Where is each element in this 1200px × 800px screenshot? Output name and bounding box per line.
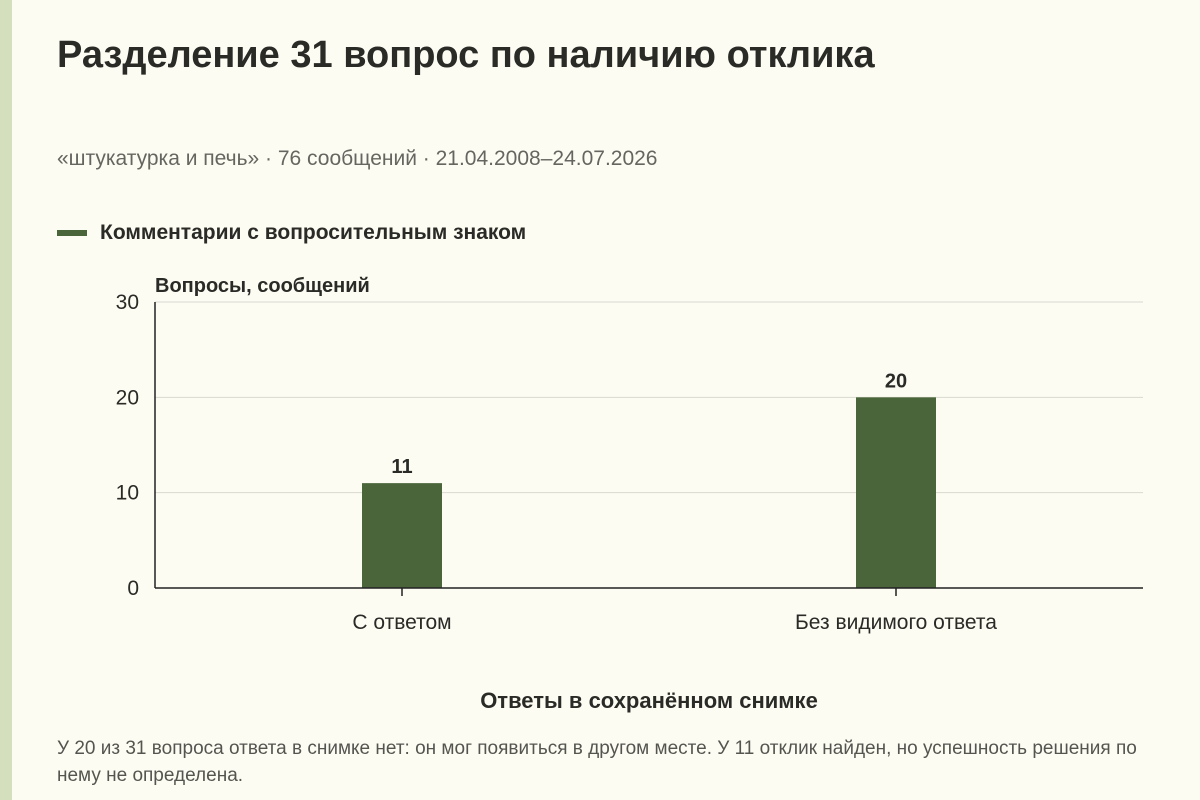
y-tick-labels: 0 10 20 30 xyxy=(116,291,139,600)
y-axis-title: Вопросы, сообщений xyxy=(155,275,370,297)
page-title: Разделение 31 вопрос по наличию отклика xyxy=(57,34,875,76)
y-tick-label: 30 xyxy=(116,291,139,314)
bar xyxy=(362,483,442,588)
page-subtitle: «штукатурка и печь» · 76 сообщений · 21.… xyxy=(57,147,658,170)
left-accent-stripe xyxy=(0,0,12,800)
data-labels: 11 20 xyxy=(391,370,907,478)
data-label: 11 xyxy=(391,456,412,478)
bar xyxy=(856,397,936,588)
data-label: 20 xyxy=(885,370,907,392)
footnote: У 20 из 31 вопроса ответа в снимке нет: … xyxy=(57,738,1137,786)
x-axis-title: Ответы в сохранённом снимке xyxy=(480,688,818,713)
legend-label: Комментарии с вопросительным знаком xyxy=(100,221,527,244)
axes xyxy=(154,302,1143,589)
bar-chart: 0 10 20 30 С ответом Без видимого ответа 11 2… xyxy=(116,275,1143,713)
bars xyxy=(362,397,936,588)
x-tick-label: Без видимого ответа xyxy=(795,611,997,634)
legend-swatch xyxy=(57,230,87,236)
grid-lines xyxy=(155,301,1143,494)
y-tick-label: 10 xyxy=(116,482,139,505)
y-tick-label: 0 xyxy=(127,577,139,600)
x-tick-labels: С ответом Без видимого ответа xyxy=(352,588,997,634)
x-tick-label: С ответом xyxy=(352,611,451,634)
chart-legend: Комментарии с вопросительным знаком xyxy=(57,218,526,248)
y-tick-label: 20 xyxy=(116,386,139,409)
